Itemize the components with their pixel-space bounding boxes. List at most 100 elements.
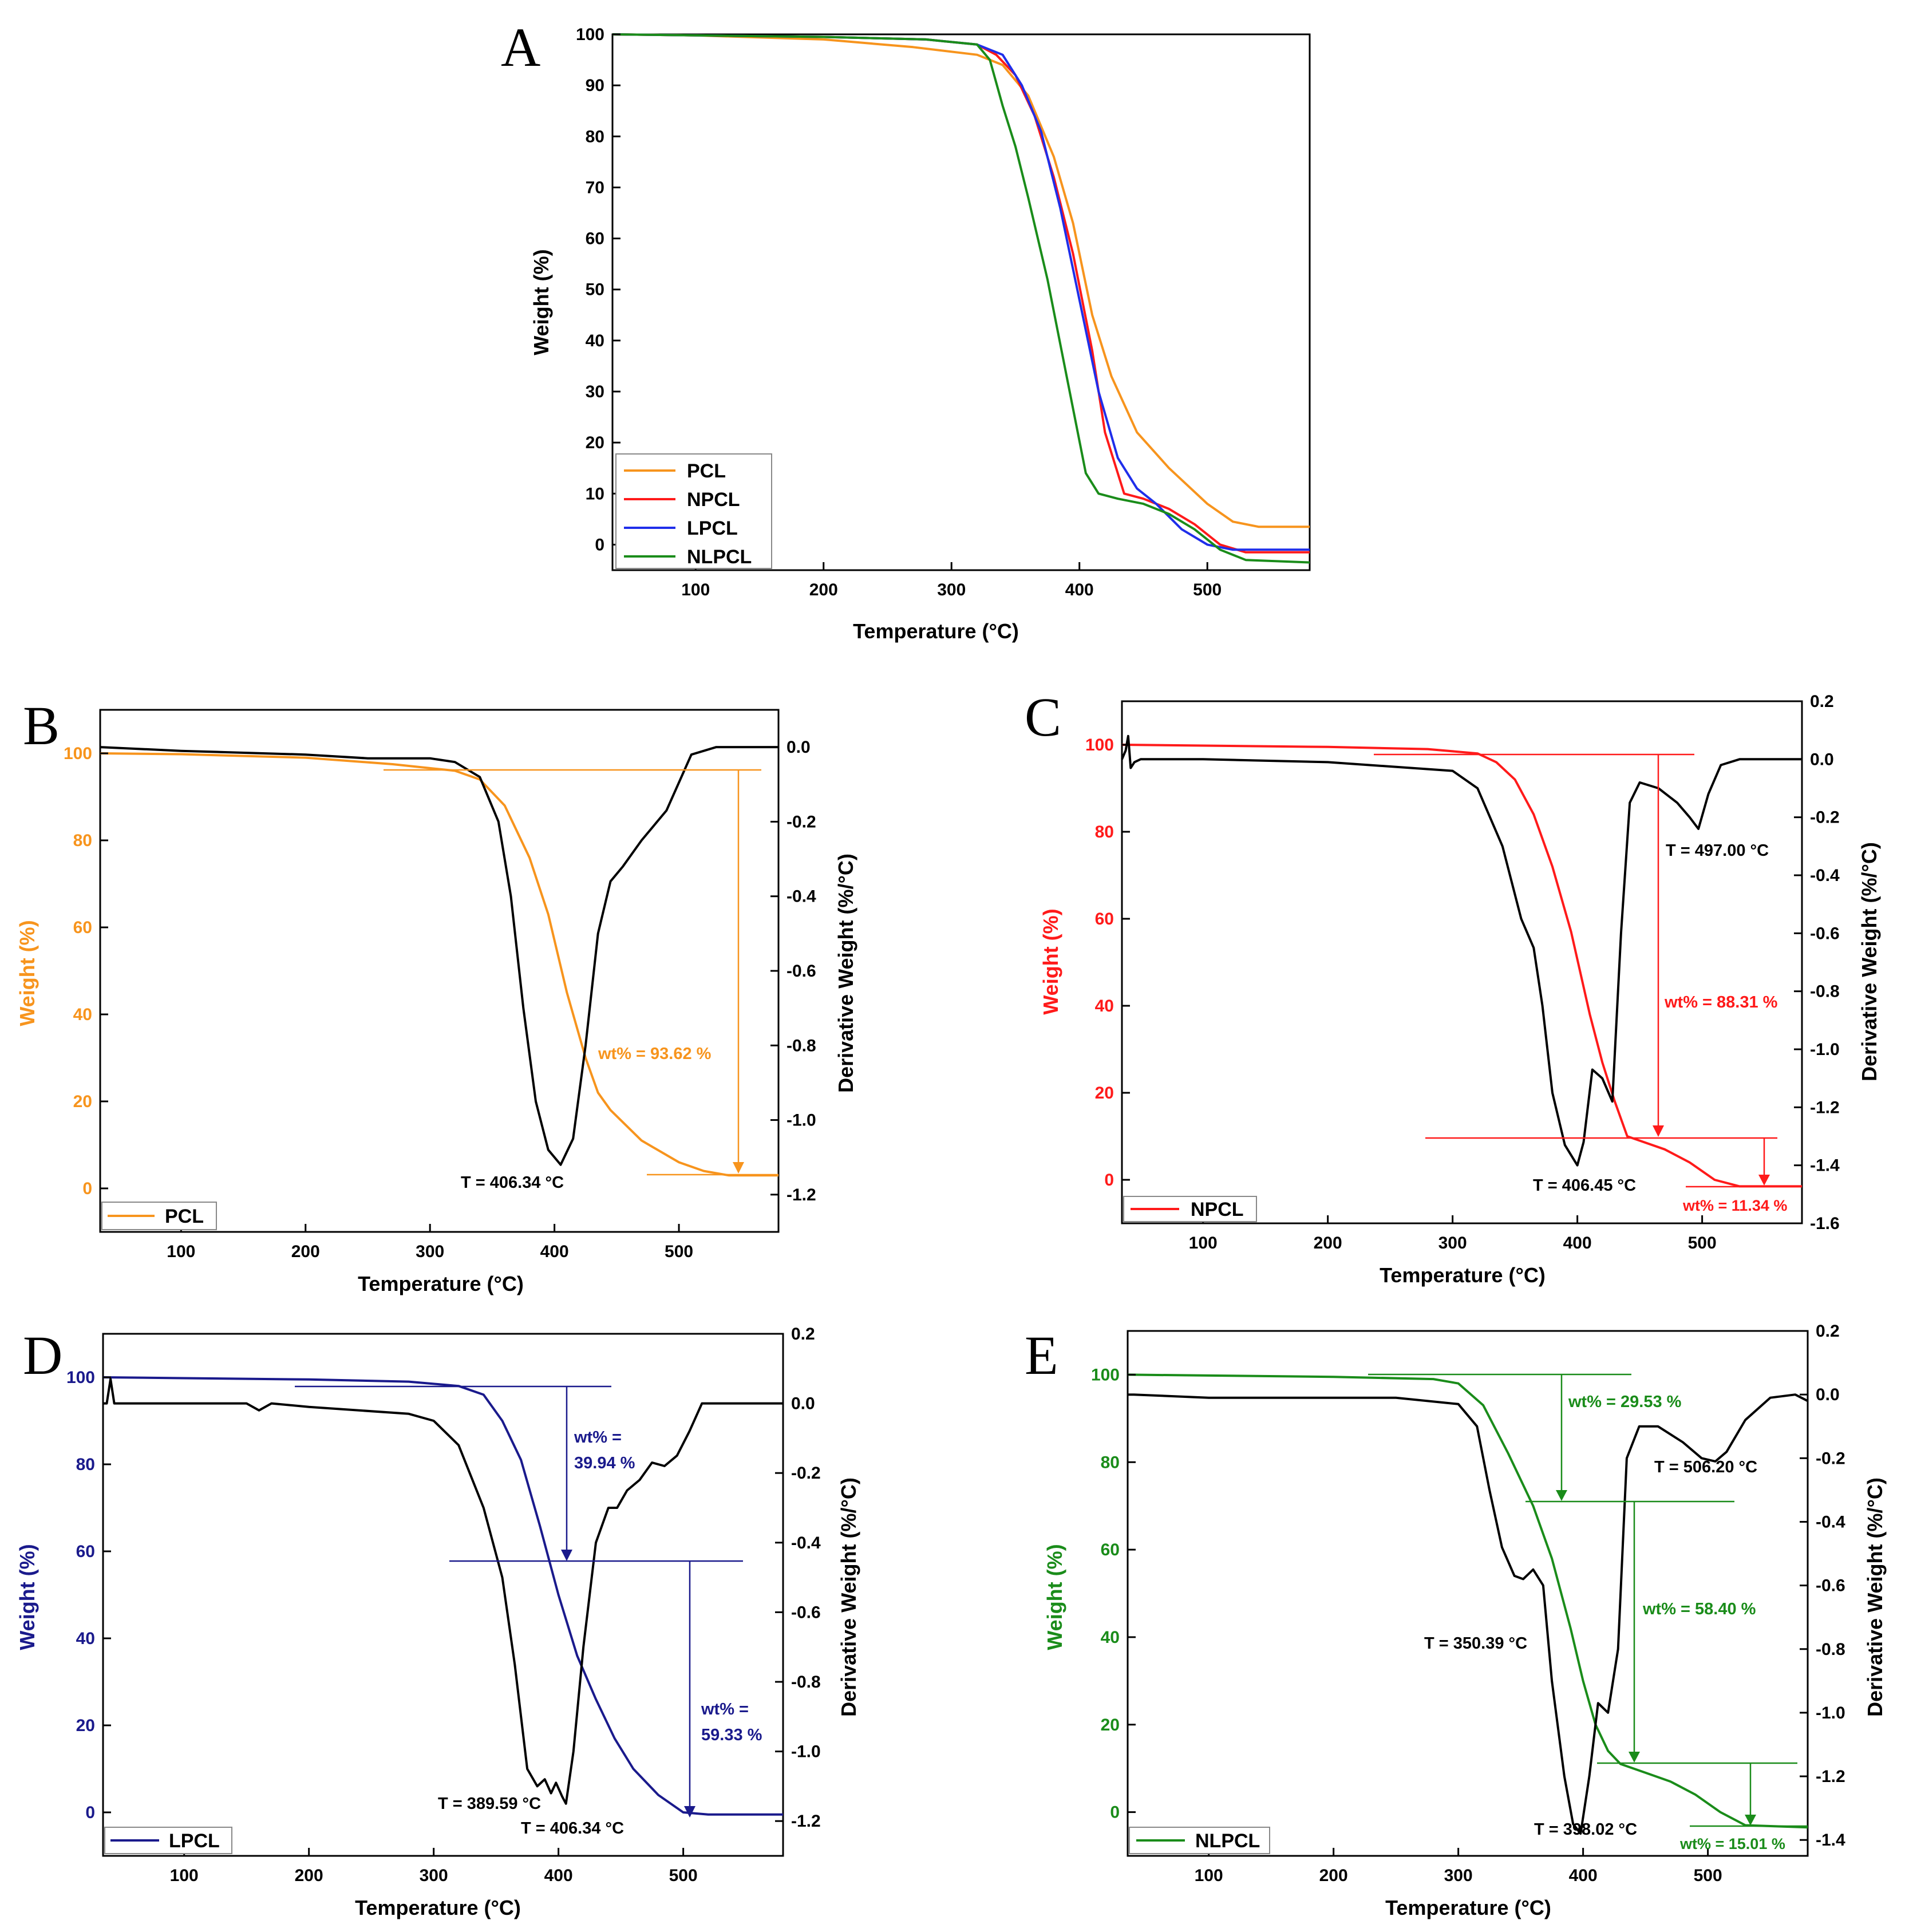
y-tick-label-left-a-90: 90: [586, 76, 604, 95]
y-axis-label-left-c: Weight (%): [1039, 908, 1062, 1014]
y-tick-label-left-b-60: 60: [73, 918, 92, 937]
y-tick-label-right-c--0.6: -0.6: [1810, 924, 1840, 943]
annotation-lines-c: [1374, 753, 1802, 1188]
arrow-head-d2: [684, 1806, 695, 1818]
x-tick-label-b-400: 400: [540, 1242, 569, 1261]
peak-annotation-e2: T = 350.39 °C: [1424, 1634, 1527, 1653]
x-tick-label-c-500: 500: [1688, 1234, 1717, 1253]
y-tick-label-right-b--0.4: -0.4: [786, 887, 816, 906]
y-tick-label-left-a-50: 50: [586, 280, 604, 299]
panel-letter-c: C: [1025, 686, 1061, 748]
y-tick-label-left-c-40: 40: [1095, 997, 1114, 1016]
y-tick-label-right-c--1.0: -1.0: [1810, 1040, 1840, 1059]
x-tick-label-c-300: 300: [1438, 1234, 1467, 1253]
y-tick-label-right-d--0.8: -0.8: [791, 1673, 821, 1692]
legend-label-c: NPCL: [1191, 1199, 1244, 1220]
y-axis-label-left-b: Weight (%): [15, 920, 39, 1026]
x-tick-label-a-400: 400: [1065, 580, 1094, 599]
legend-label-npcl: NPCL: [687, 489, 740, 511]
peak-annotation-b: T = 406.34 °C: [461, 1174, 564, 1192]
y-axis-label-right-b: Derivative Weight (%/°C): [834, 854, 857, 1093]
y-tick-label-left-c-0: 0: [1104, 1171, 1114, 1190]
y-tick-label-right-c--1.2: -1.2: [1810, 1098, 1840, 1117]
panel-a: A 100 200 300 400 500 0 10 20 30 40 50 60 70 80 90100 …: [501, 17, 1311, 643]
y-tick-label-left-c-20: 20: [1095, 1084, 1114, 1103]
x-tick-label-d-500: 500: [669, 1866, 698, 1885]
y-tick-label-left-e-60: 60: [1101, 1540, 1120, 1559]
legend-label-b: PCL: [165, 1206, 204, 1227]
y-tick-label-right-d--0.2: -0.2: [791, 1464, 821, 1483]
series-line-b-pcl-derivative: [100, 746, 778, 1166]
y-tick-label-left-c-100: 100: [1085, 736, 1114, 754]
series-group-e: [1127, 1373, 1808, 1835]
y-axis-label-left-d: Weight (%): [15, 1544, 39, 1650]
arrow-head-b: [733, 1162, 744, 1174]
axis-ticks-c: 100 200 300 400 500 0 20 40 60 80 100 -1.6 -1.4 -1.2 -…: [1085, 692, 1840, 1253]
x-tick-label-b-300: 300: [416, 1242, 444, 1261]
x-tick-label-b-500: 500: [665, 1242, 693, 1261]
y-tick-label-right-b--1.2: -1.2: [786, 1186, 816, 1204]
panel-letter-b: B: [23, 695, 60, 756]
y-tick-label-left-a-70: 70: [586, 178, 604, 197]
y-tick-label-right-c--1.4: -1.4: [1810, 1156, 1840, 1175]
series-line-e-nlpcl-weight: [1127, 1373, 1808, 1829]
y-tick-label-left-b-0: 0: [82, 1179, 92, 1198]
legend-b: PCL: [101, 1202, 217, 1230]
x-tick-label-a-100: 100: [681, 580, 710, 599]
axis-ticks-b: 100 200 300 400 500 0 20 40 60 80 100 -1.2 -1.0 -0.8 -…: [64, 738, 816, 1261]
x-tick-label-c-100: 100: [1189, 1234, 1218, 1253]
peak-annotation-d1: T = 389.59 °C: [438, 1795, 541, 1813]
y-tick-label-left-c-60: 60: [1095, 910, 1114, 929]
y-tick-label-right-c-0.0: 0.0: [1810, 750, 1834, 769]
y-tick-label-left-b-20: 20: [73, 1092, 92, 1111]
x-tick-label-b-100: 100: [167, 1242, 195, 1261]
y-tick-label-left-e-0: 0: [1110, 1803, 1120, 1822]
y-tick-label-left-d-80: 80: [76, 1455, 95, 1474]
peak-annotation-c1: T = 497.00 °C: [1666, 841, 1769, 860]
y-tick-label-right-b--1.0: -1.0: [786, 1111, 816, 1130]
y-tick-label-left-b-100: 100: [64, 744, 92, 763]
panel-b: B 100 200 300 400 500 0 20 40 60 80 100 -1.2 -1.0 -0.…: [15, 695, 857, 1295]
x-tick-label-c-200: 200: [1314, 1234, 1342, 1253]
x-axis-label-b: Temperature (°C): [358, 1272, 524, 1295]
wt-annotation-d2b: 59.33 %: [701, 1726, 762, 1744]
y-tick-label-left-e-40: 40: [1101, 1628, 1120, 1647]
y-axis-label-right-e: Derivative Weight (%/°C): [1863, 1477, 1887, 1717]
y-tick-label-right-b--0.8: -0.8: [786, 1036, 816, 1055]
series-line-c-npcl-derivative: [1121, 734, 1802, 1167]
x-axis-label-d: Temperature (°C): [355, 1896, 521, 1919]
y-tick-label-right-e--0.2: -0.2: [1816, 1449, 1845, 1468]
wt-annotation-c1: wt% = 88.31 %: [1664, 993, 1778, 1012]
axis-ticks-a: 100 200 300 400 500 0 10 20 30 40 50 60 70 80 90 100: [576, 25, 1222, 599]
y-tick-label-left-a-40: 40: [586, 331, 604, 350]
wt-annotation-e3: wt% = 15.01 %: [1679, 1835, 1785, 1852]
wt-annotation-d1a: wt% =: [574, 1428, 622, 1447]
x-tick-label-b-200: 200: [291, 1242, 320, 1261]
y-tick-label-right-c--0.4: -0.4: [1810, 866, 1840, 885]
plot-frame-e: [1127, 1330, 1809, 1857]
x-tick-label-d-400: 400: [544, 1866, 573, 1885]
y-axis-label-left-e: Weight (%): [1043, 1544, 1066, 1650]
y-tick-label-right-b--0.6: -0.6: [786, 962, 816, 981]
y-tick-label-right-e--0.8: -0.8: [1816, 1640, 1845, 1659]
y-tick-label-left-b-40: 40: [73, 1005, 92, 1024]
wt-annotation-b: wt% = 93.62 %: [598, 1045, 712, 1063]
y-tick-label-left-a-80: 80: [586, 127, 604, 146]
peak-annotation-d2: T = 406.34 °C: [521, 1819, 624, 1838]
plot-frame-a: [611, 33, 1311, 571]
y-tick-label-right-c--0.8: -0.8: [1810, 982, 1840, 1001]
y-tick-label-right-c--1.6: -1.6: [1810, 1214, 1840, 1233]
plot-frame-d: [102, 1333, 784, 1857]
y-tick-label-right-d--0.6: -0.6: [791, 1603, 821, 1622]
y-tick-label-left-d-60: 60: [76, 1542, 95, 1561]
y-tick-label-left-e-20: 20: [1101, 1716, 1120, 1735]
x-tick-label-a-500: 500: [1193, 580, 1222, 599]
y-tick-label-right-e-0.0: 0.0: [1816, 1385, 1840, 1404]
x-tick-label-d-300: 300: [420, 1866, 448, 1885]
y-tick-label-right-b-0.0: 0.0: [786, 738, 811, 757]
wt-annotation-e1: wt% = 29.53 %: [1568, 1393, 1682, 1411]
legend-label-e: NLPCL: [1195, 1830, 1260, 1852]
series-line-d-lpcl-weight: [102, 1376, 783, 1816]
y-axis-label-right-d: Derivative Weight (%/°C): [837, 1477, 860, 1717]
